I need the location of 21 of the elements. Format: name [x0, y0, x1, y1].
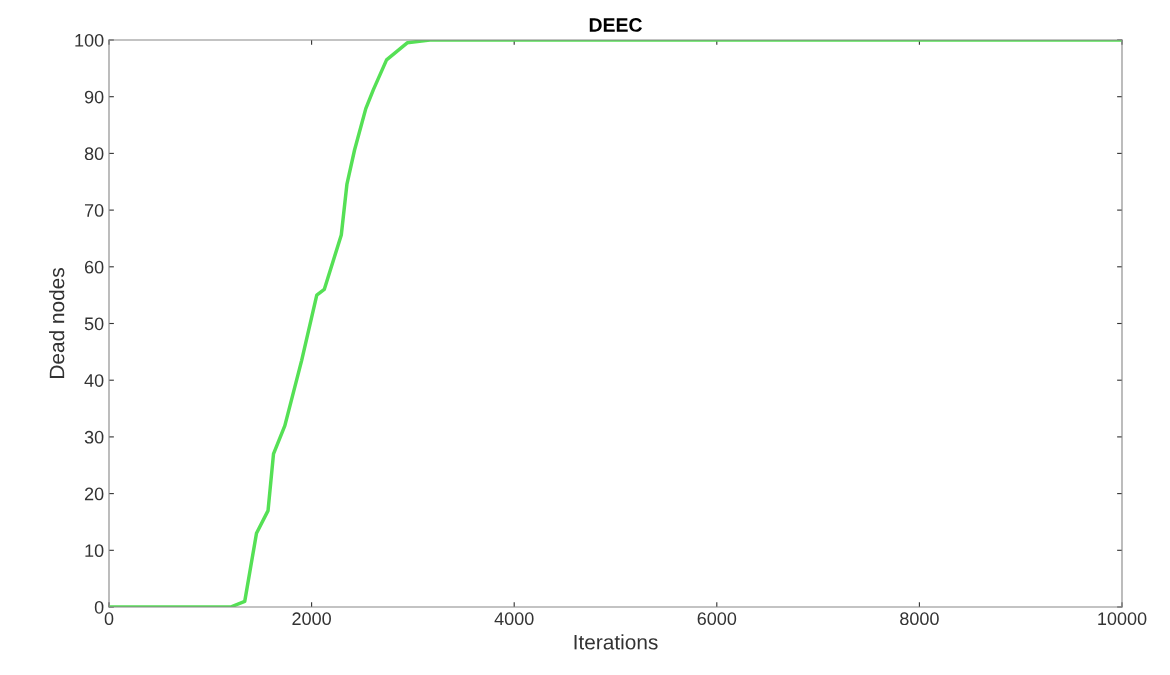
x-axis-title: Iterations	[574, 634, 658, 650]
x-tick-label: 0	[104, 612, 114, 626]
x-tick-label: 2000	[292, 612, 331, 626]
y-tick-label: 30	[84, 430, 104, 444]
y-axis-title: Dead nodes	[49, 268, 65, 378]
y-tick-label: 70	[84, 204, 104, 217]
y-tick-label: 40	[84, 374, 104, 387]
x-tick-label: 10000	[1098, 612, 1147, 626]
y-tick-label: 60	[84, 260, 104, 274]
chart-title: DEEC	[589, 18, 642, 32]
line-series	[109, 40, 1122, 607]
x-tick-label: 6000	[697, 612, 737, 626]
y-tick-label: 80	[84, 147, 104, 161]
y-tick-label: 20	[84, 487, 104, 501]
y-tick-label: 0	[94, 600, 104, 614]
y-tick-label: 90	[84, 90, 104, 104]
y-tick-label: 10	[85, 544, 104, 558]
y-tick-label: 50	[84, 317, 104, 331]
x-tick-label: 8000	[900, 612, 939, 626]
x-tick-label: 4000	[494, 612, 534, 626]
y-tick-label: 100	[75, 33, 104, 47]
